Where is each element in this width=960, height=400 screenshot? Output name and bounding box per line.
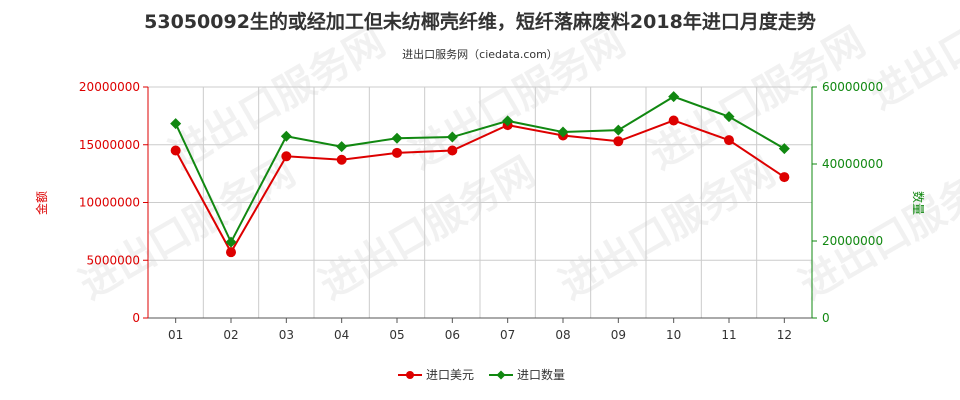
left-tick-label: 15000000 xyxy=(79,138,140,152)
x-tick-label: 01 xyxy=(168,328,183,342)
x-tick-label: 08 xyxy=(555,328,570,342)
value-point[interactable] xyxy=(724,135,734,146)
left-axis-label: 金额 xyxy=(34,191,49,215)
legend-swatch-marker xyxy=(496,370,506,380)
quantity-point[interactable] xyxy=(170,118,182,130)
x-tick-label: 11 xyxy=(721,328,736,342)
legend-label: 进口美元 xyxy=(426,368,474,382)
value-point[interactable] xyxy=(336,154,347,165)
x-tick-label: 05 xyxy=(389,328,404,342)
quantity-point[interactable] xyxy=(502,115,514,127)
watermark-text: 进出口服务网 xyxy=(862,0,960,119)
value-point[interactable] xyxy=(447,145,458,156)
left-tick-label: 0 xyxy=(132,311,140,325)
value-point[interactable] xyxy=(226,247,236,258)
x-axis-ticks: 01 02 03 04 05 06 07 08 09 10 11 12 xyxy=(168,318,792,342)
x-tick-label: 04 xyxy=(334,328,349,342)
value-point[interactable] xyxy=(668,115,679,126)
chart-title: 53050092生的或经加工但未纺椰壳纤维，短纤落麻废料2018年进口月度走势 xyxy=(144,10,816,33)
right-axis-label: 数量 xyxy=(911,191,926,215)
series-line-value xyxy=(174,119,785,255)
quantity-point[interactable] xyxy=(225,236,237,248)
grid-lines xyxy=(148,86,813,318)
right-axis-ticks: 0 20000000 40000000 60000000 xyxy=(812,80,883,325)
legend-item-value[interactable]: 进口美元 xyxy=(398,368,474,382)
x-tick-label: 03 xyxy=(279,328,294,342)
value-point[interactable] xyxy=(170,145,181,156)
left-axis-ticks: 0 5000000 10000000 15000000 20000000 xyxy=(79,80,148,325)
right-tick-label: 40000000 xyxy=(822,157,883,171)
quantity-point[interactable] xyxy=(446,131,458,143)
series-layer xyxy=(170,91,790,258)
x-tick-label: 07 xyxy=(500,328,515,342)
x-tick-label: 10 xyxy=(666,328,681,342)
value-point[interactable] xyxy=(281,151,292,162)
quantity-point[interactable] xyxy=(668,91,680,103)
quantity-point[interactable] xyxy=(723,111,735,123)
quantity-point[interactable] xyxy=(778,143,790,155)
value-point[interactable] xyxy=(392,147,402,158)
right-tick-label: 20000000 xyxy=(822,234,883,248)
value-point[interactable] xyxy=(613,136,624,147)
legend-swatch-marker xyxy=(406,371,414,379)
quantity-point[interactable] xyxy=(336,141,348,153)
value-point[interactable] xyxy=(779,172,790,183)
x-tick-label: 12 xyxy=(777,328,792,342)
quantity-point[interactable] xyxy=(557,126,569,138)
legend-label: 进口数量 xyxy=(517,367,565,382)
quantity-point[interactable] xyxy=(612,124,624,136)
x-tick-label: 09 xyxy=(611,328,626,342)
legend-item-quantity[interactable]: 进口数量 xyxy=(489,367,565,382)
quantity-point[interactable] xyxy=(280,130,292,142)
quantity-point[interactable] xyxy=(391,132,403,144)
chart-subtitle: 进出口服务网（ciedata.com） xyxy=(402,47,558,61)
right-tick-label: 60000000 xyxy=(822,80,883,94)
x-tick-label: 06 xyxy=(445,328,460,342)
left-tick-label: 10000000 xyxy=(79,196,140,210)
legend[interactable]: 进口美元 进口数量 xyxy=(398,367,565,382)
left-tick-label: 5000000 xyxy=(87,253,140,267)
series-line-quantity xyxy=(174,95,785,245)
watermark-text: 进出口服务网 xyxy=(792,149,960,309)
right-tick-label: 0 xyxy=(822,311,830,325)
x-tick-label: 02 xyxy=(223,328,238,342)
left-tick-label: 20000000 xyxy=(79,80,140,94)
